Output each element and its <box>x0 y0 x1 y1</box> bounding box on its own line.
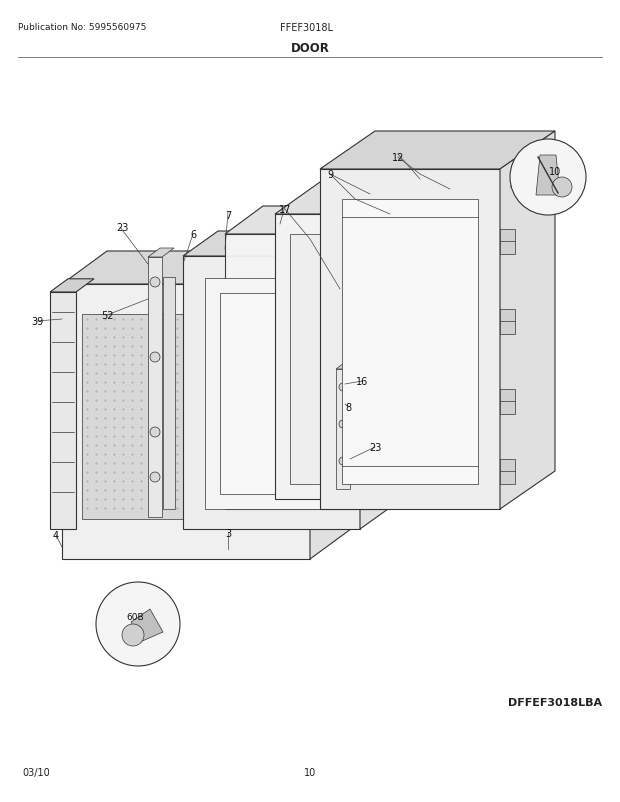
Polygon shape <box>225 207 428 235</box>
Circle shape <box>150 427 160 437</box>
Polygon shape <box>205 278 338 509</box>
Text: 23: 23 <box>369 443 381 452</box>
Circle shape <box>150 277 160 288</box>
Polygon shape <box>342 200 478 484</box>
Polygon shape <box>148 257 162 517</box>
Polygon shape <box>550 192 563 212</box>
Polygon shape <box>500 229 515 255</box>
Polygon shape <box>183 257 360 529</box>
Polygon shape <box>50 293 76 529</box>
Circle shape <box>96 582 180 666</box>
Circle shape <box>150 353 160 363</box>
Circle shape <box>552 178 572 198</box>
Polygon shape <box>62 285 310 559</box>
Polygon shape <box>360 232 395 529</box>
Polygon shape <box>440 183 485 500</box>
Text: 52: 52 <box>100 310 113 321</box>
Polygon shape <box>320 132 555 170</box>
Text: FFEF3018L: FFEF3018L <box>280 23 333 33</box>
Polygon shape <box>536 156 560 196</box>
Circle shape <box>150 472 160 482</box>
Text: 8: 8 <box>345 403 351 412</box>
Text: 16: 16 <box>356 376 368 387</box>
Circle shape <box>339 457 347 465</box>
Text: 17: 17 <box>279 205 291 215</box>
Text: 4: 4 <box>53 530 59 541</box>
Circle shape <box>510 140 586 216</box>
Text: DOOR: DOOR <box>291 42 329 55</box>
Text: Publication No: 5995560975: Publication No: 5995560975 <box>18 23 146 32</box>
Polygon shape <box>82 314 290 520</box>
Polygon shape <box>275 215 440 500</box>
Polygon shape <box>275 183 485 215</box>
Polygon shape <box>131 610 163 642</box>
Text: 03/10: 03/10 <box>22 767 50 777</box>
Text: 23: 23 <box>116 223 128 233</box>
Polygon shape <box>320 170 500 509</box>
Polygon shape <box>163 277 175 509</box>
Text: 39: 39 <box>31 317 43 326</box>
Polygon shape <box>183 232 395 257</box>
Text: 12: 12 <box>392 153 404 163</box>
Text: 10: 10 <box>304 767 316 777</box>
Text: 9: 9 <box>327 170 333 180</box>
Polygon shape <box>220 294 323 494</box>
Polygon shape <box>148 249 174 257</box>
Polygon shape <box>225 235 390 509</box>
Text: 60B: 60B <box>126 613 144 622</box>
Text: 10: 10 <box>549 167 561 176</box>
Text: DFFEF3018LBA: DFFEF3018LBA <box>508 697 602 707</box>
Circle shape <box>339 420 347 428</box>
Circle shape <box>122 624 144 646</box>
Polygon shape <box>336 370 350 489</box>
Text: 7: 7 <box>225 211 231 221</box>
Text: 6: 6 <box>190 229 196 240</box>
Polygon shape <box>500 310 515 334</box>
Polygon shape <box>336 363 358 370</box>
Polygon shape <box>62 252 355 285</box>
Polygon shape <box>500 460 515 484</box>
Circle shape <box>339 383 347 391</box>
Polygon shape <box>500 390 515 415</box>
Polygon shape <box>290 235 425 484</box>
Polygon shape <box>310 252 355 559</box>
Polygon shape <box>50 279 94 293</box>
Text: 3: 3 <box>225 529 231 538</box>
Polygon shape <box>500 132 555 509</box>
Polygon shape <box>390 207 428 509</box>
